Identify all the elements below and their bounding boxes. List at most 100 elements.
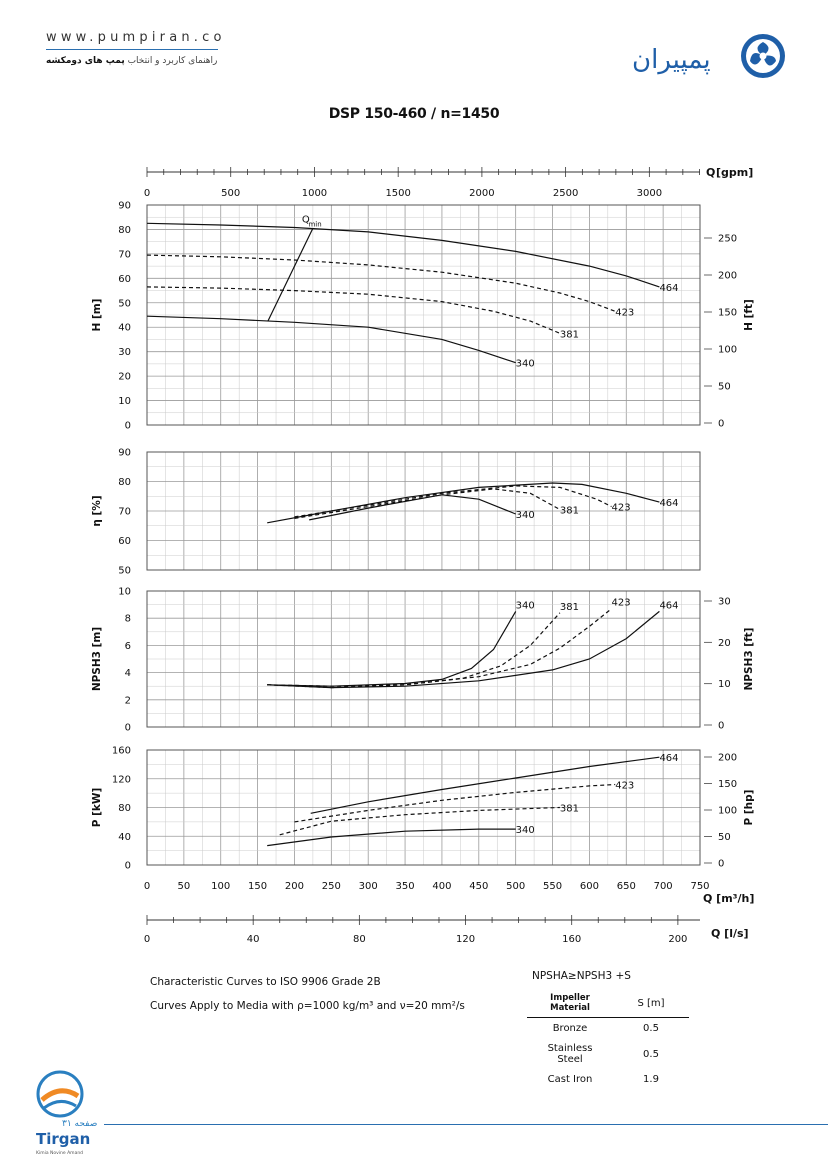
efficiency-ytick-label: 90 <box>118 448 131 459</box>
table-header-material: Impeller Material <box>527 989 613 1018</box>
gpm-axis-unit: [gpm] <box>716 166 753 179</box>
power-ytick-right-label: 50 <box>718 832 731 843</box>
efficiency-ytick-label: 80 <box>118 477 131 488</box>
npsh-ylabel-right: NPSH3 [ft] <box>743 628 755 691</box>
power-ylabel-right: P [hp] <box>743 790 755 826</box>
efficiency-label-381: 381 <box>560 506 579 517</box>
head-curve-340 <box>146 315 516 364</box>
head-ytick-label: 80 <box>118 225 131 236</box>
npsh-label-381: 381 <box>560 602 579 613</box>
impeller-material-table: Impeller Material S [m] Bronze 0.5 Stain… <box>527 989 689 1090</box>
head-ytick-label: 70 <box>118 249 131 260</box>
tagline-prefix: راهنمای کاربرد و انتخاب <box>124 56 218 66</box>
m3h-tick-label: 350 <box>396 881 415 892</box>
head-label-464: 464 <box>659 283 678 294</box>
efficiency-label-340: 340 <box>516 510 535 521</box>
gpm-tick-label: 0 <box>144 188 150 199</box>
power-ytick-right-label: 0 <box>718 859 724 870</box>
npsh-frame <box>146 590 701 728</box>
efficiency-curve-381 <box>294 488 561 519</box>
npsh-ytick-label: 8 <box>125 614 131 625</box>
power-label-340: 340 <box>516 825 535 836</box>
npsh-curve-464 <box>267 610 660 689</box>
tagline-bold: پمپ های دومکشه <box>46 56 125 66</box>
tirgan-logo: صفحه ۳۱ Tirgan Kimia Novine Amand <box>36 1070 97 1156</box>
power-curve-381 <box>279 806 560 836</box>
head-ytick-label: 30 <box>118 347 131 358</box>
gpm-tick-label: 1000 <box>302 188 327 199</box>
ls-tick-label: 120 <box>456 934 475 945</box>
npsh-ytick-right-label: 30 <box>718 597 731 608</box>
power-label-381: 381 <box>560 804 579 815</box>
head-ytick-right-label: 0 <box>718 419 724 430</box>
ls-tick-label: 200 <box>668 934 687 945</box>
m3h-tick-label: 700 <box>654 881 673 892</box>
m3h-tick-label: 200 <box>285 881 304 892</box>
m3h-tick-label: 50 <box>177 881 190 892</box>
head-ytick-label: 50 <box>118 298 131 309</box>
note-iso: Characteristic Curves to ISO 9906 Grade … <box>150 976 381 988</box>
head-curve-Qmin <box>267 227 314 322</box>
head-ytick-right-label: 250 <box>718 234 737 245</box>
npsh-ytick-right-label: 20 <box>718 638 731 649</box>
table-row: Bronze 0.5 <box>527 1018 689 1040</box>
head-label-340: 340 <box>516 359 535 370</box>
head-ytick-right-label: 50 <box>718 382 731 393</box>
power-ytick-label: 120 <box>112 774 131 785</box>
npsh-label-340: 340 <box>516 600 535 611</box>
table-row: Stainless Steel 0.5 <box>527 1039 689 1069</box>
note-media: Curves Apply to Media with ρ=1000 kg/m³ … <box>150 1000 465 1012</box>
gpm-tick-label: 500 <box>221 188 240 199</box>
qmin-label: Q <box>302 215 310 226</box>
material-cell: Bronze <box>552 1023 588 1034</box>
power-ytick-label: 40 <box>118 832 131 843</box>
power-ytick-label: 160 <box>112 746 131 757</box>
npsh-label-464: 464 <box>659 600 678 611</box>
tirgan-emblem-icon <box>36 1070 84 1118</box>
head-ylabel-right: H [ft] <box>743 299 755 331</box>
m3h-tick-label: 450 <box>469 881 488 892</box>
table-header-s: S [m] <box>613 989 689 1018</box>
website-url[interactable]: www.pumpiran.co <box>46 30 226 45</box>
head-frame <box>146 204 701 426</box>
head-ytick-label: 60 <box>118 274 131 285</box>
power-ytick-right-label: 100 <box>718 806 737 817</box>
m3h-tick-label: 100 <box>211 881 230 892</box>
tirgan-brand: Tirgan <box>36 1130 90 1148</box>
efficiency-ytick-label: 50 <box>118 566 131 577</box>
s-value-cell: 0.5 <box>643 1023 659 1034</box>
m3h-tick-label: 500 <box>506 881 525 892</box>
npsh-ytick-label: 10 <box>118 587 131 598</box>
m3h-tick-label: 750 <box>690 881 709 892</box>
m3h-tick-label: 150 <box>248 881 267 892</box>
head-label-381: 381 <box>560 329 579 340</box>
npsh-ytick-label: 0 <box>125 723 131 734</box>
m3h-tick-label: 300 <box>359 881 378 892</box>
npsh-ytick-label: 4 <box>125 668 131 679</box>
pumpiran-logo: پمپیران <box>632 34 785 78</box>
ls-tick-label: 0 <box>144 934 150 945</box>
s-value-cell: 1.9 <box>643 1074 659 1085</box>
ls-tick-label: 160 <box>562 934 581 945</box>
npsh-curve-340 <box>267 611 517 687</box>
head-ytick-label: 20 <box>118 372 131 383</box>
power-ylabel: P [kW] <box>91 788 103 828</box>
material-cell: Cast Iron <box>547 1074 593 1085</box>
efficiency-label-464: 464 <box>659 498 678 509</box>
ls-axis-title: Q [l/s] <box>711 927 749 940</box>
gpm-tick-label: 1500 <box>385 188 410 199</box>
efficiency-frame <box>146 451 701 571</box>
m3h-tick-label: 650 <box>617 881 636 892</box>
power-ytick-label: 80 <box>118 803 131 814</box>
curve-notes: Characteristic Curves to ISO 9906 Grade … <box>150 970 465 1018</box>
tagline: راهنمای کاربرد و انتخاب پمپ های دومکشه <box>46 56 218 66</box>
s-value-cell: 0.5 <box>643 1048 659 1060</box>
npsh-equation: NPSHA≥NPSH3 +S <box>532 970 631 982</box>
head-ytick-right-label: 150 <box>718 308 737 319</box>
power-curve-423 <box>294 783 616 823</box>
qmin-subscript: min <box>308 221 321 229</box>
power-curve-340 <box>267 828 516 847</box>
head-label-423: 423 <box>615 307 634 318</box>
gpm-tick-label: 2500 <box>553 188 578 199</box>
